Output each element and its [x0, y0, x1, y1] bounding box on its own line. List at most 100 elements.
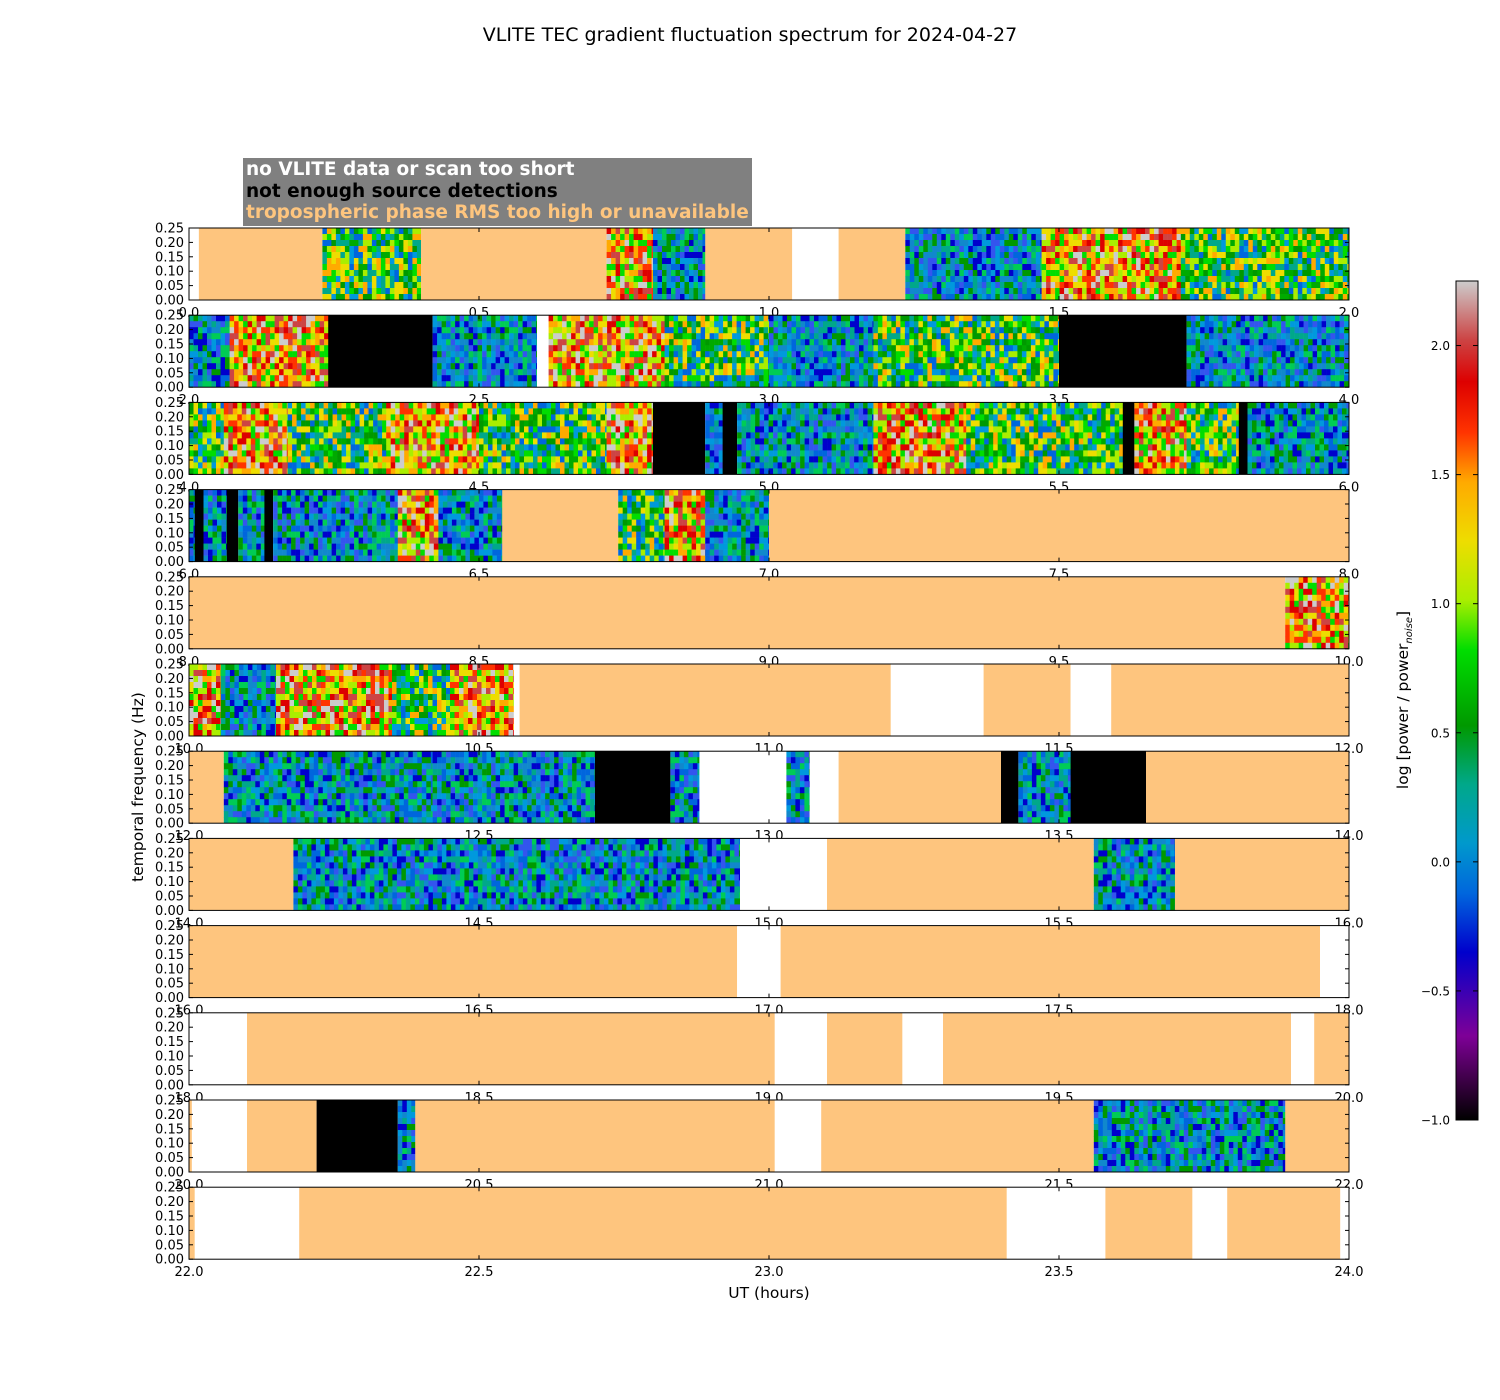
spectrum-cell — [283, 333, 289, 340]
spectrum-cell — [1077, 270, 1083, 277]
spectrum-cell — [768, 351, 770, 358]
spectrum-cell — [1086, 270, 1092, 277]
spectrum-cell — [1212, 282, 1218, 289]
spectrum-cell — [759, 357, 764, 364]
spectrum-cell — [759, 339, 764, 346]
spectrum-cell — [1213, 339, 1219, 346]
spectrum-cell — [202, 450, 208, 457]
spectrum-cell — [750, 327, 755, 334]
spectrum-cell — [1104, 240, 1110, 247]
spectrum-cell — [1008, 252, 1014, 259]
spectrum-cell — [1008, 357, 1014, 364]
spectrum-cell — [1249, 381, 1255, 388]
spectrum-cell — [981, 363, 987, 370]
spectrum-cell — [745, 345, 751, 352]
spectrum-cell — [1008, 282, 1014, 289]
spectrum-cell — [620, 333, 626, 340]
spectrum-cell — [1008, 345, 1014, 352]
spectrum-cell — [1339, 339, 1345, 346]
spectrum-cell — [1261, 258, 1267, 265]
spectrum-cell — [615, 294, 621, 301]
spectrum-cell — [286, 408, 288, 415]
spectrum-cell — [593, 327, 599, 334]
spectrum-cell — [1057, 333, 1060, 340]
spectrum-cell — [243, 369, 248, 376]
spectrum-cell — [718, 321, 724, 328]
spectrum-cell — [727, 351, 733, 358]
spectrum-cell — [1053, 345, 1059, 352]
spectrum-cell — [905, 288, 911, 295]
spectrum-cell — [1240, 369, 1246, 376]
spectrum-cell — [1158, 288, 1164, 295]
spectrum-cell — [1131, 240, 1137, 247]
spectrum-cell — [1113, 282, 1119, 289]
spectrum-cell — [1095, 228, 1101, 235]
spectrum-cell — [1236, 345, 1241, 352]
spectrum-cell — [1329, 258, 1335, 265]
spectrum-cell — [787, 351, 792, 358]
spectrum-cell — [1216, 288, 1222, 295]
spectrum-cell — [913, 363, 919, 370]
spectrum-cell — [877, 351, 883, 358]
spectrum-cell — [787, 333, 792, 340]
spectrum-cell — [1021, 357, 1027, 364]
spectrum-cell — [687, 327, 692, 334]
spectrum-cell — [193, 363, 199, 370]
spectrum-cell — [1227, 339, 1232, 346]
spectrum-cell — [945, 381, 951, 388]
spectrum-cell — [895, 333, 901, 340]
spectrum-cell — [264, 414, 270, 421]
spectrum-cell — [1239, 234, 1245, 241]
spectrum-cell — [653, 240, 658, 247]
spectrum-cell — [1041, 264, 1047, 271]
spectrum-cell — [198, 450, 203, 457]
spectrum-cell — [945, 315, 951, 322]
spectrum-cell — [1026, 240, 1032, 247]
spectrum-cell — [407, 288, 413, 295]
spectrum-cell — [1285, 321, 1291, 328]
spectrum-cell — [1064, 246, 1069, 253]
spectrum-cell — [1012, 327, 1018, 334]
spectrum-cell — [1270, 234, 1276, 241]
spectrum-cell — [684, 240, 690, 247]
spectrum-cell — [959, 270, 965, 277]
spectrum-cell — [282, 402, 288, 409]
spectrum-cell — [1317, 369, 1322, 376]
spectrum-cell — [854, 357, 860, 364]
spectrum-cell — [220, 339, 226, 346]
spectrum-cell — [1048, 315, 1054, 322]
spectrum-cell — [575, 345, 581, 352]
spectrum-cell — [1082, 282, 1087, 289]
spectrum-cell — [1270, 264, 1276, 271]
spectrum-cell — [513, 321, 519, 328]
spectrum-cell — [1140, 240, 1146, 247]
spectrum-cell — [1324, 276, 1330, 283]
spectrum-cell — [1046, 252, 1051, 259]
spectrum-cell — [232, 402, 238, 409]
spectrum-cell — [1275, 276, 1281, 283]
spectrum-cell — [1194, 240, 1200, 247]
spectrum-cell — [350, 450, 356, 457]
spectrum-cell — [745, 333, 751, 340]
spectrum-cell — [1180, 276, 1186, 283]
spectrum-cell — [805, 327, 810, 334]
spectrum-cell — [279, 327, 284, 334]
spectrum-cell — [687, 315, 692, 322]
spectrum-cell — [963, 234, 969, 241]
spectrum-cell — [335, 228, 341, 235]
spectrum-cell — [1163, 264, 1168, 271]
spectrum-cell — [1149, 294, 1155, 301]
spectrum-cell — [355, 426, 360, 433]
spectrum-cell — [999, 270, 1005, 277]
spectrum-cell — [1288, 264, 1294, 271]
spectrum-cell — [575, 339, 581, 346]
spectrum-cell — [518, 315, 523, 322]
spectrum-cell — [1306, 252, 1312, 259]
spectrum-cell — [664, 339, 670, 346]
spectrum-cell — [1031, 288, 1037, 295]
spectrum-cell — [796, 333, 801, 340]
spectrum-cell — [768, 375, 770, 382]
spectrum-cell — [1276, 327, 1282, 334]
spectrum-cell — [1104, 288, 1110, 295]
spectrum-cell — [1176, 264, 1182, 271]
